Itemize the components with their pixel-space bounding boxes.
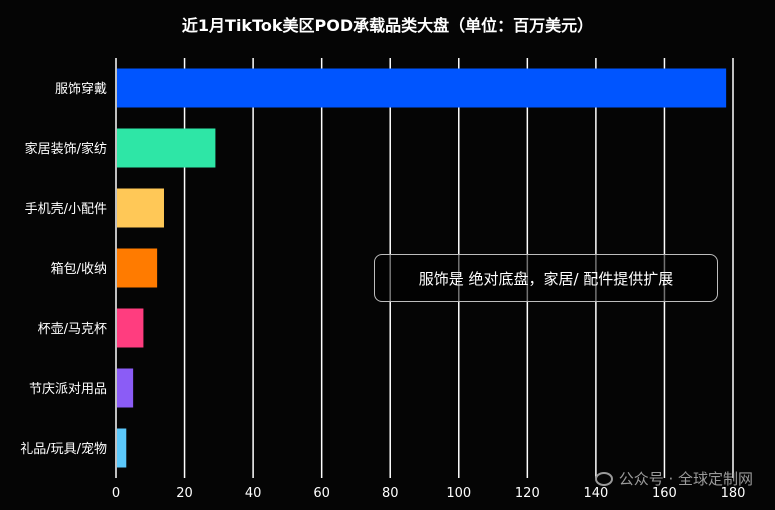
wechat-icon [594, 471, 613, 486]
category-label: 礼品/玩具/宠物 [20, 441, 107, 457]
category-label: 家居装饰/家纺 [25, 141, 107, 157]
x-tick-label: 20 [176, 486, 193, 501]
x-tick-label: 180 [721, 486, 746, 501]
x-tick-label: 40 [245, 486, 262, 501]
x-tick-label: 60 [313, 486, 330, 501]
x-tick-label: 160 [652, 486, 677, 501]
x-tick-label: 120 [515, 486, 540, 501]
chart-title: 近1月TikTok美区POD承载品类大盘（单位：百万美元） [181, 16, 594, 35]
annotation-box: 服饰是 绝对底盘，家居/ 配件提供扩展 [374, 254, 718, 302]
x-tick-label: 0 [112, 486, 120, 501]
bar [117, 428, 127, 468]
bar [117, 128, 216, 168]
category-label: 杯壶/马克杯 [38, 322, 107, 337]
annotation-text: 服饰是 绝对底盘，家居/ 配件提供扩展 [418, 269, 674, 288]
category-label: 手机壳/小配件 [25, 202, 107, 217]
x-tick-label: 140 [583, 486, 608, 501]
bar [117, 248, 158, 288]
x-tick-label: 100 [446, 486, 471, 501]
category-label: 服饰穿戴 [55, 81, 107, 97]
bar [117, 308, 144, 348]
bar [117, 188, 164, 228]
watermark-text: 公众号 · 全球定制网 [618, 470, 753, 488]
bar [117, 368, 134, 408]
bar [117, 68, 727, 108]
x-tick-label: 80 [382, 486, 399, 501]
category-label: 箱包/收纳 [51, 261, 107, 277]
watermark: 公众号 · 全球定制网 [594, 468, 753, 489]
category-label: 节庆派对用品 [29, 382, 107, 397]
